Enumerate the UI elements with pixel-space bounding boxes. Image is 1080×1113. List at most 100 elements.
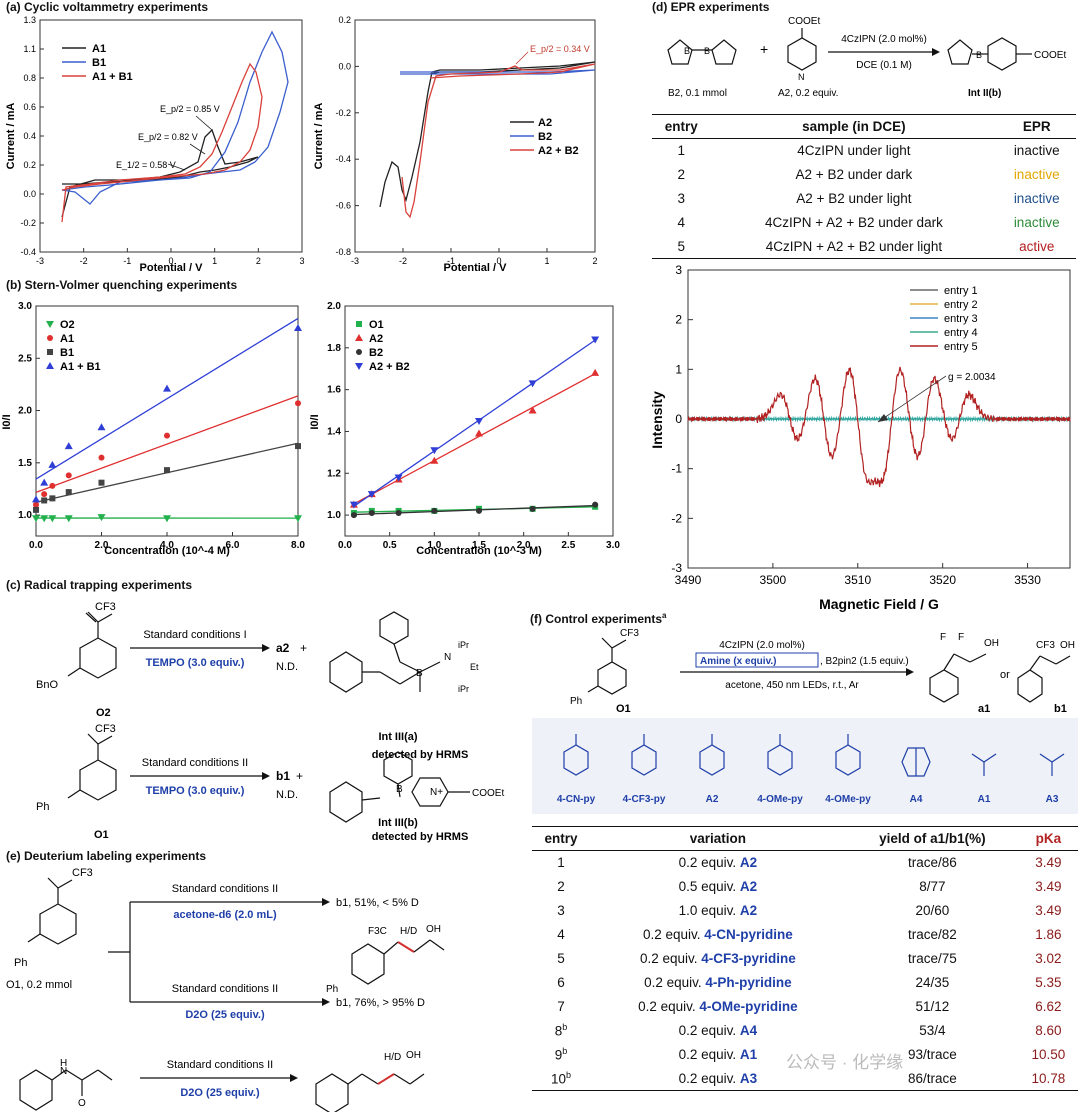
y-tick-label: -0.8 bbox=[335, 247, 351, 257]
amine-label: 4-CF3-py bbox=[623, 794, 666, 805]
r1-sub: O2 bbox=[96, 707, 111, 719]
epr-table-header: EPR bbox=[997, 114, 1076, 139]
fit-line-A1 bbox=[35, 395, 299, 493]
epr-cell-epr: active bbox=[997, 234, 1076, 259]
deut-condA: Standard conditions II bbox=[172, 883, 278, 895]
ctrl-cell-entry: 10b bbox=[532, 1066, 590, 1091]
ctrl-cell-variation: 0.2 equiv. 4-CN-pyridine bbox=[642, 927, 793, 942]
r1-nd: N.D. bbox=[276, 661, 298, 673]
legend-A1+B1: A1 + B1 bbox=[60, 361, 101, 373]
x-tick-label: -3 bbox=[36, 256, 44, 266]
epr-cell-epr: inactive bbox=[1013, 215, 1060, 230]
point-A2+B2 bbox=[528, 380, 537, 388]
x-tick-label: 3.0 bbox=[606, 540, 620, 551]
legend-B2: B2 bbox=[369, 347, 383, 359]
point-B2 bbox=[368, 510, 375, 516]
panel-a-title: (a) Cyclic voltammetry experiments bbox=[6, 0, 209, 14]
x-tick-label: 0 bbox=[168, 256, 173, 266]
y-tick-label: 0.8 bbox=[23, 73, 36, 83]
epr-a2-ester: COOEt bbox=[788, 16, 820, 27]
amine-strip: 4-CN-py 4-CF3-py A2 4-OMe-py 4-OMe-py A4 A1 A3 bbox=[532, 718, 1078, 814]
svg-text:F: F bbox=[940, 632, 946, 643]
y-tick-label: -2 bbox=[671, 511, 682, 525]
y-tick-label: 0.2 bbox=[338, 15, 351, 25]
point-A1 bbox=[164, 432, 170, 439]
cv-left-legend-1: B1 bbox=[92, 57, 106, 69]
y-tick-label: 0.0 bbox=[338, 61, 351, 71]
o2-structure bbox=[67, 611, 117, 679]
svg-text:Ph: Ph bbox=[326, 984, 338, 995]
sv-left-chart: Concentration (10^-4 M) I0/I 0.0 2.0 4.0 6.… bbox=[1, 301, 305, 557]
point-B2 bbox=[592, 501, 599, 508]
epr-table-header: entry bbox=[652, 114, 711, 139]
epr-table-wrap: entry sample (in DCE) EPR 1 4CzIPN under li… bbox=[652, 114, 1076, 259]
ctrl-cell-entry: 9b bbox=[554, 1046, 568, 1063]
x-tick-label: 3510 bbox=[844, 573, 871, 587]
svg-text:F: F bbox=[958, 632, 964, 643]
r2-det: detected by HRMS bbox=[372, 831, 469, 843]
cv-left-legend-0: A1 bbox=[92, 43, 106, 55]
cv-right-frame bbox=[354, 19, 596, 253]
point-O2 bbox=[48, 515, 57, 523]
table-row: 5 0.2 equiv. 4-CF3-pyridine trace/75 3.02 bbox=[532, 947, 1078, 971]
ctrl-cell-entry: 1 bbox=[557, 855, 565, 871]
ctrl-cell-variation: 0.2 equiv. 4-Ph-pyridine bbox=[644, 975, 792, 990]
panel-f-title: (f) Control experimentsa bbox=[530, 611, 667, 626]
ctrl-cell-yield: trace/82 bbox=[907, 927, 957, 942]
cv-left-a1b1-curve bbox=[61, 62, 263, 223]
x-tick-label: 2.0 bbox=[517, 540, 531, 551]
cv-right-annot-0: E_p/2 = 0.34 V bbox=[530, 44, 590, 54]
point-O2 bbox=[64, 515, 73, 523]
ctrl-cell-variation: 0.2 equiv. 4-OMe-pyridine bbox=[638, 999, 798, 1014]
panel-c-title: (c) Radical trapping experiments bbox=[6, 578, 193, 592]
point-A2 bbox=[430, 456, 439, 464]
ctrl-cell-yield: 8/77 bbox=[919, 879, 946, 894]
control-table-wrap: entry variation yield of a1/b1(%) pKa 1 0.2 … bbox=[532, 826, 1078, 1091]
fit-line-A2 bbox=[353, 373, 596, 505]
point-A2+B2 bbox=[430, 447, 439, 455]
sv-left-ylabel: I0/I bbox=[1, 414, 13, 429]
amine-5 bbox=[901, 747, 931, 777]
point-A1+B1 bbox=[97, 423, 106, 431]
y-tick-label: 2 bbox=[675, 313, 682, 327]
table-row: 2 0.5 equiv. A2 8/77 3.49 bbox=[532, 875, 1078, 899]
ctrl-cell-entry: 8b bbox=[554, 1022, 568, 1039]
ctrl-cond2: Amine (x equiv.) bbox=[700, 656, 777, 667]
point-A1+B1 bbox=[40, 478, 49, 486]
epr-legend-label: entry 2 bbox=[944, 299, 978, 311]
point-B1 bbox=[33, 506, 39, 513]
ctrl-cond2b: , B2pin2 (1.5 equiv.) bbox=[820, 656, 909, 667]
panel-d-title: (d) EPR experiments bbox=[652, 0, 770, 14]
r1-int: Int III(a) bbox=[378, 731, 417, 743]
epr-reagent1: B2, 0.1 mmol bbox=[668, 88, 727, 99]
ctrl-cell-yield: trace/75 bbox=[907, 951, 957, 966]
amine-label: A4 bbox=[910, 794, 923, 805]
a1-structure bbox=[929, 653, 987, 703]
svg-text:B: B bbox=[976, 50, 982, 60]
epr-cell-sample: 4CzIPN + A2 + B2 under dark bbox=[764, 215, 943, 230]
ctrl-cell-pka: 6.62 bbox=[1035, 999, 1062, 1014]
x-tick-label: -2 bbox=[399, 256, 407, 266]
y-tick-label: -0.2 bbox=[20, 218, 36, 228]
epr-entry5-curve bbox=[687, 366, 1071, 488]
x-tick-label: 3490 bbox=[675, 573, 702, 587]
y-tick-label: 0 bbox=[675, 412, 682, 426]
y-tick-label: 0.6 bbox=[23, 102, 36, 112]
epr-cell-epr: inactive bbox=[1013, 167, 1060, 182]
r1-prod: a2 bbox=[276, 641, 290, 655]
point-A1 bbox=[49, 482, 56, 489]
ctrl-cell-yield: 86/trace bbox=[845, 1066, 1019, 1091]
sv-right-ylabel: I0/I bbox=[309, 414, 321, 429]
o1-deut-structure bbox=[27, 877, 77, 945]
svg-text:iPr: iPr bbox=[458, 640, 469, 650]
x-tick-label: 2 bbox=[256, 256, 261, 266]
amine-label: A3 bbox=[1046, 794, 1059, 805]
x-tick-label: 1 bbox=[212, 256, 217, 266]
ctrl-or: or bbox=[1000, 669, 1010, 681]
table-row: 4 4CzIPN + A2 + B2 under dark inactive bbox=[652, 211, 1076, 235]
r1-cond: Standard conditions I bbox=[143, 629, 246, 641]
svg-text:CF3: CF3 bbox=[95, 601, 116, 613]
ctrl-cell-yield: 93/trace bbox=[907, 1047, 957, 1062]
point-A2 bbox=[475, 429, 483, 437]
